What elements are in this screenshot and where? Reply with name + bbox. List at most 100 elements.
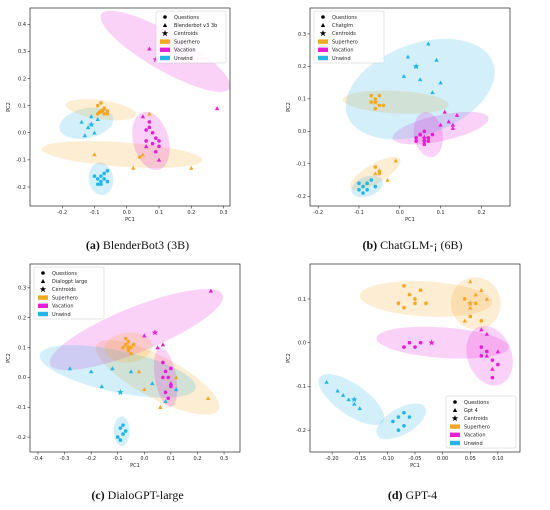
point-model-superhero (189, 165, 194, 170)
point-question-vacation (426, 136, 431, 140)
point-model-vacation (147, 46, 152, 51)
point-question-unwind (95, 177, 100, 181)
point-question-unwind (99, 182, 103, 187)
point-model-superhero (158, 405, 163, 409)
legend-marker-circle (453, 400, 457, 404)
chart-b-svg: -0.2 -0.1 0.0 0.1 0.2 -0.2 -0.1 0.0 0.1 0.2 0.3 PC1… (286, 7, 511, 223)
point-model-unwind (128, 369, 134, 374)
y-tick-label: -0.2 (16, 185, 26, 191)
point-question-vacation (414, 139, 418, 143)
plot-area (342, 38, 495, 198)
point-question-vacation (169, 366, 173, 371)
point-question-vacation (157, 144, 161, 149)
point-model-superhero (205, 396, 211, 401)
point-question-superhero (123, 342, 128, 347)
point-question-superhero (479, 319, 484, 323)
x-tick-label: 0.0 (140, 456, 148, 462)
point-question-superhero (373, 165, 378, 169)
ellipse-unwind (376, 403, 426, 440)
legend: Questions Blenderbot v3 3b Centroids Superh… (155, 10, 227, 64)
point-question-unwind (95, 182, 100, 187)
point-question-superhero (468, 314, 473, 319)
centroid-superhero (467, 299, 474, 307)
point-model-unwind (357, 406, 362, 411)
legend-box (33, 266, 105, 320)
caption-c-text: DialoGPT-large (107, 488, 184, 502)
point-model-unwind (110, 366, 115, 371)
legend-label: Questions (174, 15, 199, 21)
point-question-vacation (154, 149, 158, 154)
caption-c-tag: (c) (91, 488, 105, 502)
caption-d-tag: (d) (387, 488, 403, 502)
x-tick-label: 0.1 (167, 456, 175, 462)
legend-marker-circle (41, 271, 45, 275)
legend-marker-circle (321, 15, 325, 19)
caption-b-text: ChatGLM-¡ (6B) (380, 238, 463, 252)
point-question-vacation (485, 349, 489, 354)
y-tick-label: 0.1 (298, 97, 306, 103)
point-question-unwind (121, 423, 125, 427)
point-question-superhero (369, 93, 374, 98)
point-model-vacation (208, 288, 213, 293)
legend-swatch-vacation (450, 432, 460, 437)
point-question-superhero (126, 339, 131, 344)
point-question-vacation (418, 132, 423, 137)
legend-marker-star (39, 286, 47, 293)
point-question-vacation (426, 139, 431, 143)
legend-marker-star (319, 30, 327, 37)
legend-label: Vacation (332, 48, 354, 54)
legend-swatch-vacation (160, 47, 170, 52)
x-tick-label: 0.1 (155, 210, 163, 216)
point-question-superhero (369, 100, 374, 104)
point-model-unwind (89, 114, 94, 119)
point-question-vacation (144, 139, 148, 143)
ellipse-vacation (376, 326, 509, 359)
point-question-superhero (413, 297, 417, 301)
centroid-unwind (412, 63, 420, 70)
y-tick-label: 0.0 (298, 129, 306, 135)
point-model-unwind (324, 379, 329, 384)
point-model-vacation (484, 331, 490, 336)
point-question-unwind (402, 423, 406, 428)
legend-box (313, 10, 385, 64)
point-model-unwind (174, 387, 179, 392)
panel-c: -0.4 -0.3 -0.2 -0.1 0.0 0.1 0.2 0.3 -0.2 -0.1 0.0 0… (0, 256, 270, 486)
x-axis-label: PC1 (130, 463, 140, 469)
point-model-vacation (214, 106, 220, 111)
point-model-unwind (401, 73, 407, 78)
legend-label: Unwind (52, 312, 71, 318)
point-question-superhero (377, 171, 382, 176)
legend-marker-triangle (162, 23, 168, 27)
point-model-superhero (377, 168, 382, 173)
y-tick-label: 0.4 (18, 22, 26, 28)
centroid-vacation (421, 134, 428, 141)
x-tick-label: -0.20 (326, 456, 339, 462)
point-question-unwind (402, 410, 406, 415)
point-question-vacation (479, 354, 484, 358)
point-model-vacation (490, 366, 495, 371)
point-question-vacation (163, 369, 168, 374)
ellipse-unwind (39, 345, 196, 398)
point-question-unwind (115, 435, 120, 439)
point-model-unwind (438, 80, 443, 85)
x-tick-label: 0.10 (492, 456, 503, 462)
legend-label: Centroids (52, 287, 76, 293)
y-tick-label: 0.2 (298, 64, 306, 70)
point-question-unwind (99, 179, 103, 184)
ellipse-vacation (49, 289, 223, 371)
point-question-unwind (102, 171, 106, 176)
legend-swatch-unwind (38, 311, 48, 317)
point-question-unwind (123, 429, 128, 433)
x-tick-label: 0.00 (437, 456, 448, 462)
point-model-superhero (92, 152, 97, 157)
legend-swatch-superhero (160, 39, 170, 44)
chart-a-svg: -0.2 -0.1 0.0 0.1 0.2 0.3 -0.2 -0.1 0.0 0.1 0.2 0.3… (6, 7, 231, 223)
y-tick-label: -0.2 (296, 194, 306, 200)
caption-a-text: BlenderBot3 (3B) (102, 238, 190, 252)
legend-marker-triangle (320, 23, 326, 27)
point-model-superhero (484, 296, 490, 301)
legend-swatch-vacation (38, 303, 48, 308)
caption-a-tag: (a) (85, 238, 100, 252)
point-question-superhero (407, 292, 412, 297)
legend-box (445, 395, 517, 449)
